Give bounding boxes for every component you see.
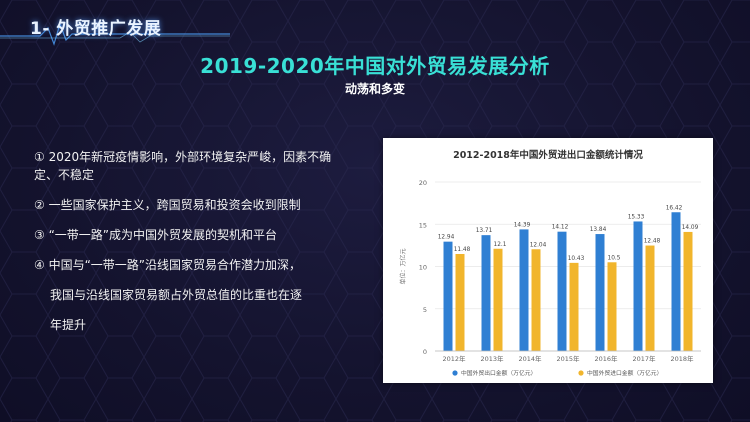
data-label: 10.43 [568,256,585,262]
x-tick-label: 2012年 [442,354,466,363]
bullet-item-3: ③ “一带一路”成为中国外贸发展的契机和平台 [34,228,278,242]
x-tick-label: 2015年 [556,354,580,363]
bar-import [569,262,579,351]
slide-subtitle: 动荡和多变 [344,82,405,96]
x-tick-label: 2014年 [518,354,542,363]
bar-export [557,231,567,351]
data-label: 13.84 [590,227,607,233]
y-tick-label: 5 [423,306,427,314]
bar-chart: 2012-2018年中国外贸进出口金额统计情况 0 5 10 15 20 单位：万亿元 12.… [399,149,701,377]
chart-title: 2012-2018年中国外贸进出口金额统计情况 [453,149,643,161]
bar-export [481,235,491,351]
bar-export [671,212,681,351]
data-label: 13.71 [476,228,493,234]
bar-import [607,262,617,351]
chart-card: 2012-2018年中国外贸进出口金额统计情况 0 5 10 15 20 单位：万亿元 12.… [383,138,713,383]
bullet-item-4-line1: ④ 中国与“一带一路”沿线国家贸易合作潜力加深， [34,258,302,272]
data-label: 14.12 [552,225,569,231]
bar-import [455,253,465,351]
section-title: 1- 外贸推广发展 [30,19,162,39]
data-label: 12.1 [494,242,507,248]
bullet-item-2: ② 一些国家保护主义，跨国贸易和投资会收到限制 [34,198,301,212]
x-tick-label: 2016年 [594,354,618,363]
data-label: 14.09 [682,225,699,231]
data-label: 16.42 [666,205,683,211]
slide-title: 2019-2020年中国对外贸易发展分析 [200,54,550,78]
legend-label: 中国外贸出口金额（万亿元） [461,369,536,377]
bar-import [683,231,693,351]
bar-import [493,248,503,351]
y-tick-label: 15 [419,221,427,229]
bullet-list: ① 2020年新冠疫情影响，外部环境复杂严峻，因素不确定、不稳定 ② 一些国家保… [34,148,339,346]
bullet-item-1: ① 2020年新冠疫情影响，外部环境复杂严峻，因素不确定、不稳定 [34,150,332,182]
bar-export [519,229,529,351]
bullet-item-4-line3: 年提升 [50,318,87,332]
data-label: 12.48 [644,239,661,245]
data-label: 12.94 [438,235,455,241]
y-tick-label: 10 [419,264,427,272]
x-tick-label: 2018年 [670,354,694,363]
x-tick-label: 2013年 [480,354,504,363]
data-label: 14.39 [514,222,531,228]
bar-export [595,234,605,351]
bullet-item-4-line2: 我国与沿线国家贸易额占外贸总值的比重也在逐 [50,288,303,302]
y-axis-label: 单位：万亿元 [399,248,407,284]
legend-marker-import [578,370,584,376]
data-label: 15.33 [628,214,645,220]
bar-export [443,241,453,351]
x-tick-label: 2017年 [632,354,656,363]
bar-export [633,221,643,351]
bar-import [645,245,655,351]
bar-import [531,249,541,351]
data-label: 12.04 [530,242,547,248]
data-label: 10.5 [608,255,621,261]
legend-marker-export [452,370,458,376]
y-tick-label: 0 [423,348,427,356]
y-tick-label: 20 [419,179,427,187]
data-label: 11.48 [454,247,471,253]
legend-label: 中国外贸进口金额（万亿元） [587,369,662,377]
bullet-item-4: ④ 中国与“一带一路”沿线国家贸易合作潜力加深， 我国与沿线国家贸易额占外贸总值… [34,256,339,334]
